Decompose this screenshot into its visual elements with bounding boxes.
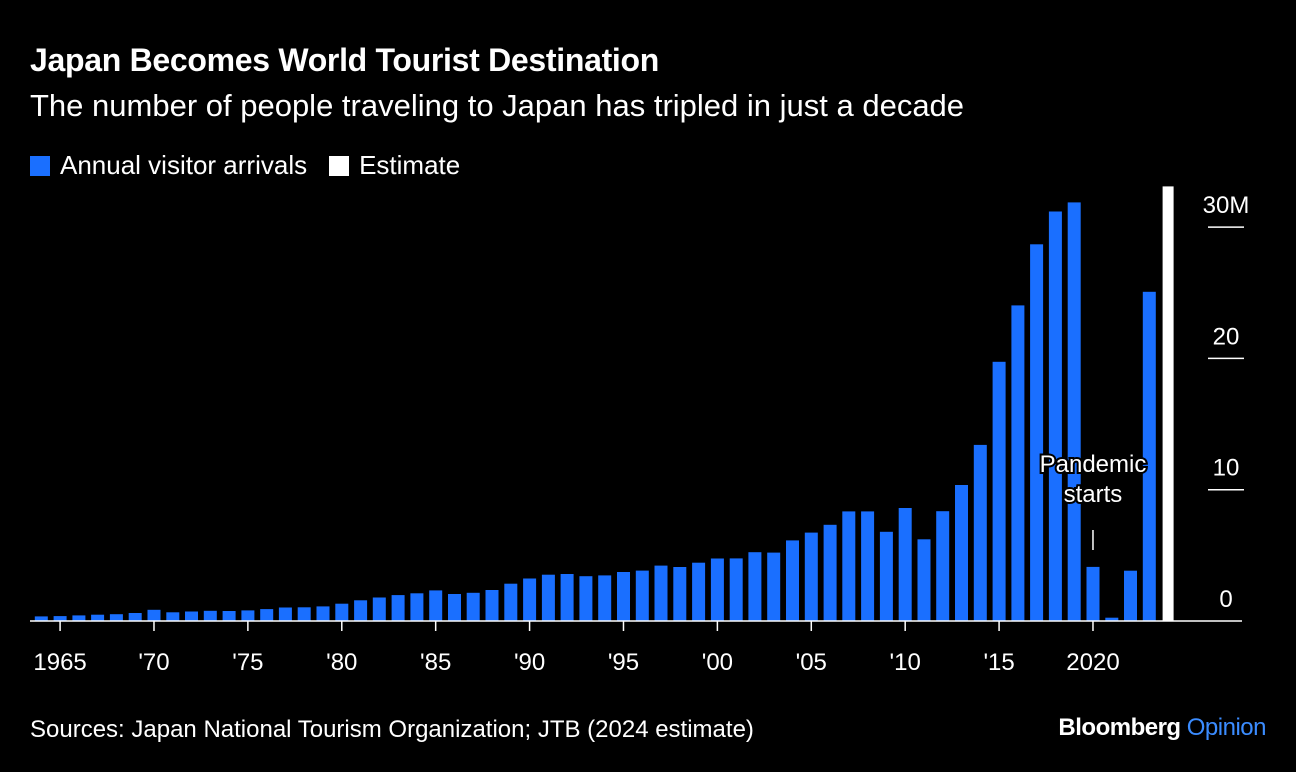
legend-swatch-arrivals (30, 155, 50, 176)
y-tick-label-0: 0 (1219, 586, 1232, 613)
x-tick-label-2020: 2020 (1066, 649, 1119, 676)
bar-2003 (767, 552, 781, 621)
bar-1985 (429, 590, 443, 621)
x-tick-label-1965: 1965 (33, 649, 86, 676)
legend-item-estimate: Estimate (329, 150, 460, 181)
bar-1989 (504, 583, 518, 621)
brand-main: Bloomberg (1058, 714, 1181, 741)
x-tick-label-1985: '85 (420, 649, 451, 676)
bar-1976 (260, 609, 274, 621)
bar-2007 (842, 511, 856, 621)
bar-1992 (560, 574, 574, 621)
annotation-label-1: starts (1064, 481, 1123, 508)
bar-2001 (729, 558, 743, 621)
bar-1979 (316, 606, 330, 621)
bar-2016 (1011, 305, 1025, 621)
bar-1982 (372, 597, 386, 621)
legend: Annual visitor arrivals Estimate (30, 150, 482, 181)
bar-1983 (391, 595, 405, 621)
x-tick-label-1990: '90 (514, 649, 545, 676)
bar-1968 (109, 614, 123, 621)
bar-2021 (1105, 617, 1119, 621)
bar-1974 (222, 611, 236, 621)
bar-1977 (278, 607, 292, 621)
bar-1995 (617, 572, 630, 621)
bar-1988 (485, 590, 499, 621)
bar-2017 (1030, 244, 1044, 622)
estimate-bar-2024 (1162, 186, 1174, 621)
legend-item-arrivals: Annual visitor arrivals (30, 150, 307, 181)
x-tick-label-2015: '15 (983, 649, 1014, 676)
chart-title: Japan Becomes World Tourist Destination (30, 42, 660, 78)
annotation-label-0: Pandemic (1040, 451, 1147, 478)
bar-2014 (973, 444, 987, 621)
bar-2005 (804, 532, 818, 621)
bar-1986 (448, 594, 461, 621)
bar-1973 (203, 610, 217, 621)
bar-1964 (34, 616, 48, 621)
bar-2020 (1086, 566, 1100, 621)
bar-2013 (955, 485, 968, 621)
y-tick-label-10: 10 (1213, 455, 1240, 482)
bar-2019 (1067, 202, 1081, 621)
legend-label-arrivals: Annual visitor arrivals (60, 150, 308, 180)
bar-1998 (673, 567, 687, 621)
bar-2002 (748, 552, 762, 621)
x-tick-label-2005: '05 (796, 649, 827, 676)
legend-swatch-estimate (329, 155, 350, 176)
y-tick-label-20: 20 (1213, 323, 1240, 350)
bar-2018 (1048, 211, 1062, 621)
bar-2012 (936, 511, 950, 621)
bar-1997 (654, 565, 668, 621)
bar-1971 (166, 612, 180, 621)
bar-2000 (710, 558, 724, 621)
bar-2010 (898, 508, 912, 621)
x-tick-label-2000: '00 (702, 649, 733, 676)
source-note: Sources: Japan National Tourism Organiza… (30, 716, 754, 743)
bar-1978 (297, 607, 311, 621)
x-tick-label-1995: '95 (608, 649, 639, 676)
bar-2008 (861, 511, 875, 621)
brand-accent: Opinion (1186, 714, 1267, 741)
bar-1966 (72, 615, 86, 621)
brand-logo: Bloomberg Opinion (1058, 714, 1266, 742)
chart-subtitle: The number of people traveling to Japan … (30, 88, 965, 123)
bar-1970 (147, 609, 161, 621)
x-tick-label-1970: '70 (138, 649, 169, 676)
bar-1993 (579, 576, 593, 621)
bar-1990 (523, 578, 537, 621)
bar-2006 (823, 524, 837, 621)
bar-1996 (635, 570, 649, 621)
bar-1965 (53, 616, 67, 621)
bar-1994 (598, 575, 612, 621)
bar-2004 (786, 540, 799, 621)
y-tick-label-30: 30M (1203, 192, 1250, 219)
bar-2011 (917, 539, 931, 621)
bar-1972 (185, 611, 198, 621)
legend-label-estimate: Estimate (359, 150, 461, 180)
bar-2015 (992, 361, 1006, 621)
bar-2022 (1124, 570, 1137, 621)
bar-1999 (692, 562, 706, 621)
bar-2009 (879, 531, 893, 621)
bar-1975 (241, 610, 255, 621)
bar-1967 (91, 614, 105, 621)
bar-1987 (466, 592, 480, 621)
x-tick-label-1975: '75 (232, 649, 263, 676)
bar-2023 (1142, 291, 1156, 621)
bar-1991 (541, 574, 555, 621)
bar-1969 (128, 613, 142, 621)
bar-1981 (354, 600, 368, 621)
x-tick-label-1980: '80 (326, 649, 357, 676)
bar-1980 (335, 603, 349, 621)
bar-1984 (410, 593, 424, 621)
x-tick-label-2010: '10 (890, 649, 921, 676)
